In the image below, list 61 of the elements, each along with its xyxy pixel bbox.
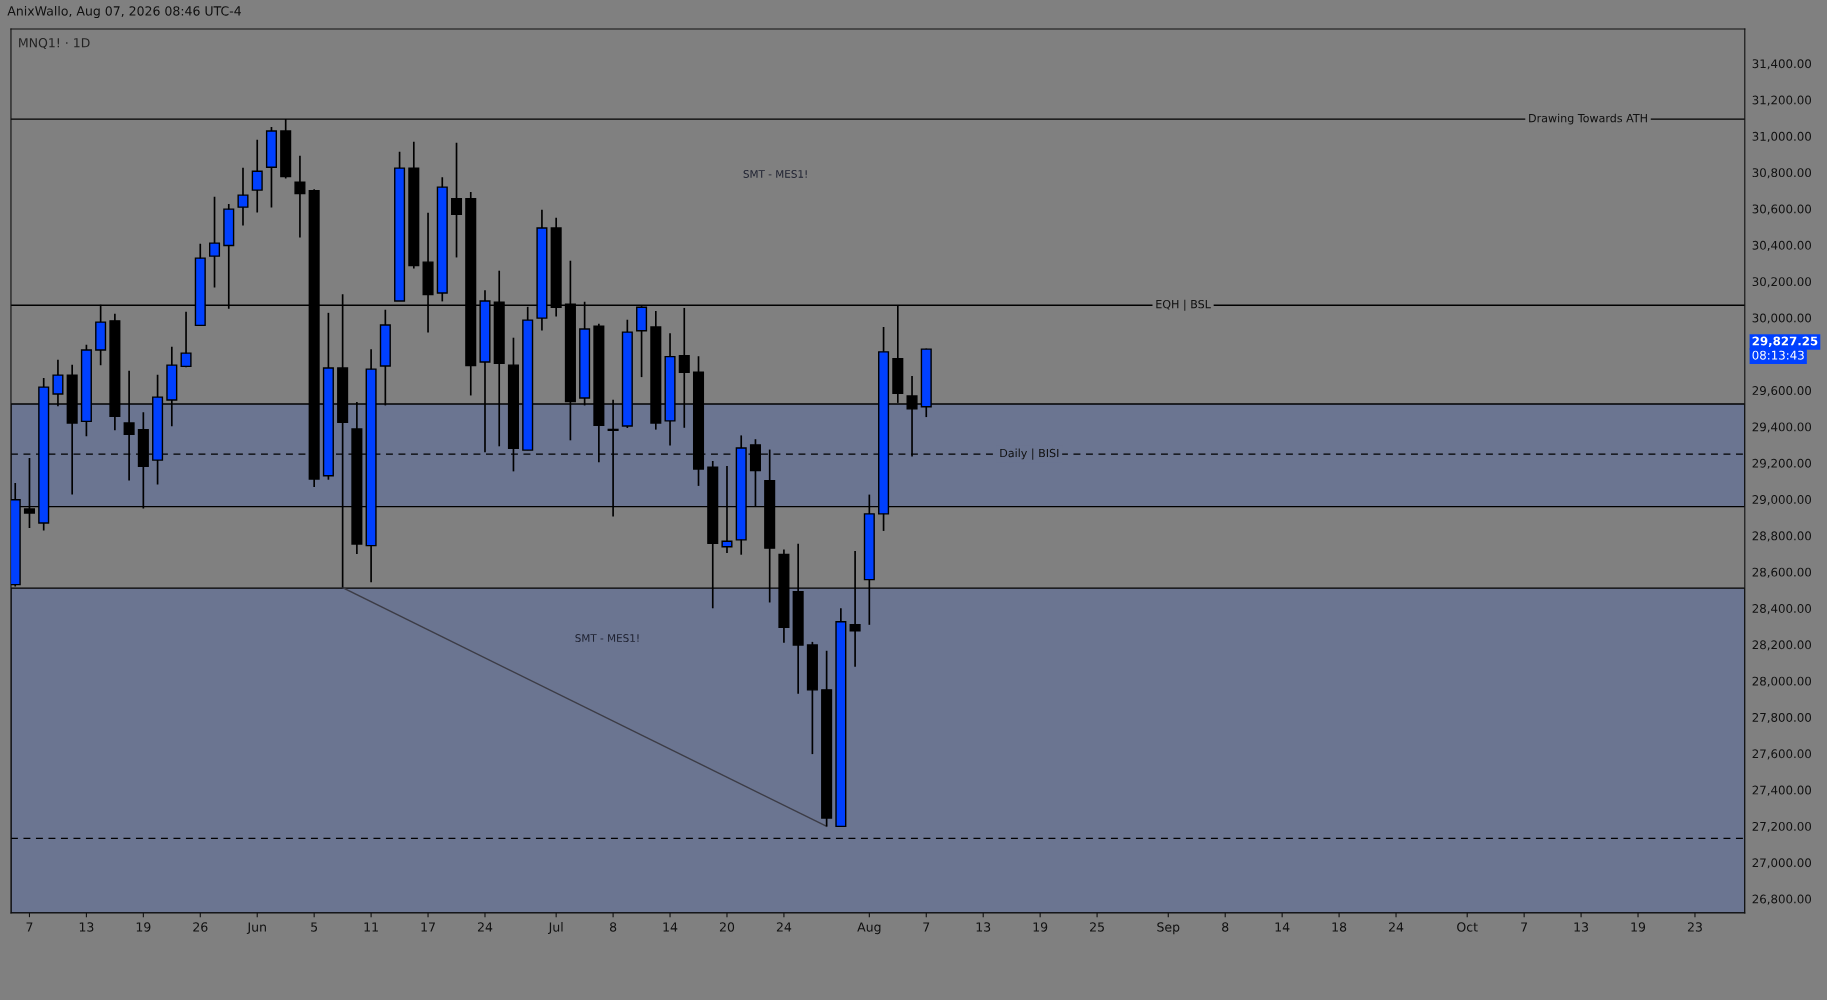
x-tick-label: 14 xyxy=(663,922,678,932)
x-tick-label: 23 xyxy=(1687,922,1702,932)
y-tick-label: 27,000.00 xyxy=(1752,858,1812,869)
y-tick-label: 27,800.00 xyxy=(1752,712,1812,724)
text: 29,827.25 xyxy=(1752,336,1818,347)
chart-title: AnixWallo, Aug 07, 2026 08:46 UTC-4 xyxy=(7,5,241,19)
x-tick-label: 8 xyxy=(609,922,617,932)
y-tick-label: 26,800.00 xyxy=(1752,894,1812,905)
ref-line-label: Daily | BISI xyxy=(1000,448,1059,460)
x-tick-label: 26 xyxy=(193,922,208,932)
x-tick-label: 24 xyxy=(1388,922,1404,932)
x-tick-label: 7 xyxy=(1521,922,1528,932)
x-tick-label: 19 xyxy=(1033,922,1048,932)
y-tick-label: 31,200.00 xyxy=(1752,95,1812,106)
x-tick-label: 19 xyxy=(136,922,151,932)
x-tick-label: Aug xyxy=(857,922,881,935)
x-tick-label: 24 xyxy=(477,922,493,932)
x-tick-label: 13 xyxy=(1574,922,1589,932)
text: 08:13:43 xyxy=(1752,350,1804,360)
x-tick-label: Jul xyxy=(547,922,563,935)
y-tick-label: 28,000.00 xyxy=(1752,676,1812,687)
ref-line-label: Drawing Towards ATH xyxy=(1529,113,1647,125)
y-tick-label: 29,600.00 xyxy=(1752,386,1812,397)
annotation: SMT - MES1! xyxy=(575,634,639,642)
text: MNQ1! · 1D xyxy=(19,38,90,49)
x-tick-label: Jun xyxy=(246,922,266,935)
ref-line-label: EQH | BSL xyxy=(1156,299,1211,311)
y-tick-label: 28,200.00 xyxy=(1752,640,1812,651)
y-tick-label: 28,800.00 xyxy=(1752,531,1812,542)
x-tick-label: Oct xyxy=(1457,922,1478,932)
y-tick-label: 29,200.00 xyxy=(1752,458,1812,469)
x-tick-label: 18 xyxy=(1332,922,1347,932)
x-tick-label: 25 xyxy=(1090,922,1104,932)
y-tick-label: 28,400.00 xyxy=(1752,604,1812,615)
x-tick-label: 11 xyxy=(364,922,378,932)
x-tick-label: 17 xyxy=(421,922,435,932)
y-tick-label: 31,000.00 xyxy=(1752,131,1812,142)
y-tick-label: 27,600.00 xyxy=(1752,749,1812,760)
y-tick-label: 27,400.00 xyxy=(1752,785,1812,796)
x-tick-label: 24 xyxy=(776,922,792,932)
y-tick-label: 28,600.00 xyxy=(1752,567,1812,578)
y-tick-label: 30,800.00 xyxy=(1752,168,1812,179)
x-tick-label: 5 xyxy=(311,922,318,932)
y-tick-label: 30,400.00 xyxy=(1752,240,1812,251)
y-tick-label: 27,200.00 xyxy=(1752,821,1812,833)
x-tick-label: 13 xyxy=(79,922,94,932)
x-tick-label: 7 xyxy=(26,922,33,932)
y-tick-label: 30,200.00 xyxy=(1752,277,1812,288)
x-tick-label: 20 xyxy=(719,922,735,932)
y-tick-label: 30,600.00 xyxy=(1752,204,1812,215)
x-tick-label: 7 xyxy=(923,922,930,932)
x-tick-label: 19 xyxy=(1631,922,1646,932)
annotation: SMT - MES1! xyxy=(743,170,807,178)
y-tick-label: 30,000.00 xyxy=(1752,313,1812,324)
x-tick-label: 13 xyxy=(976,922,991,932)
x-tick-label: 8 xyxy=(1222,922,1229,932)
y-tick-label: 29,000.00 xyxy=(1752,495,1812,506)
x-tick-label: 14 xyxy=(1275,922,1290,932)
y-tick-label: 31,400.00 xyxy=(1752,59,1812,70)
y-tick-label: 29,400.00 xyxy=(1752,422,1812,433)
x-tick-label: Sep xyxy=(1157,922,1180,935)
